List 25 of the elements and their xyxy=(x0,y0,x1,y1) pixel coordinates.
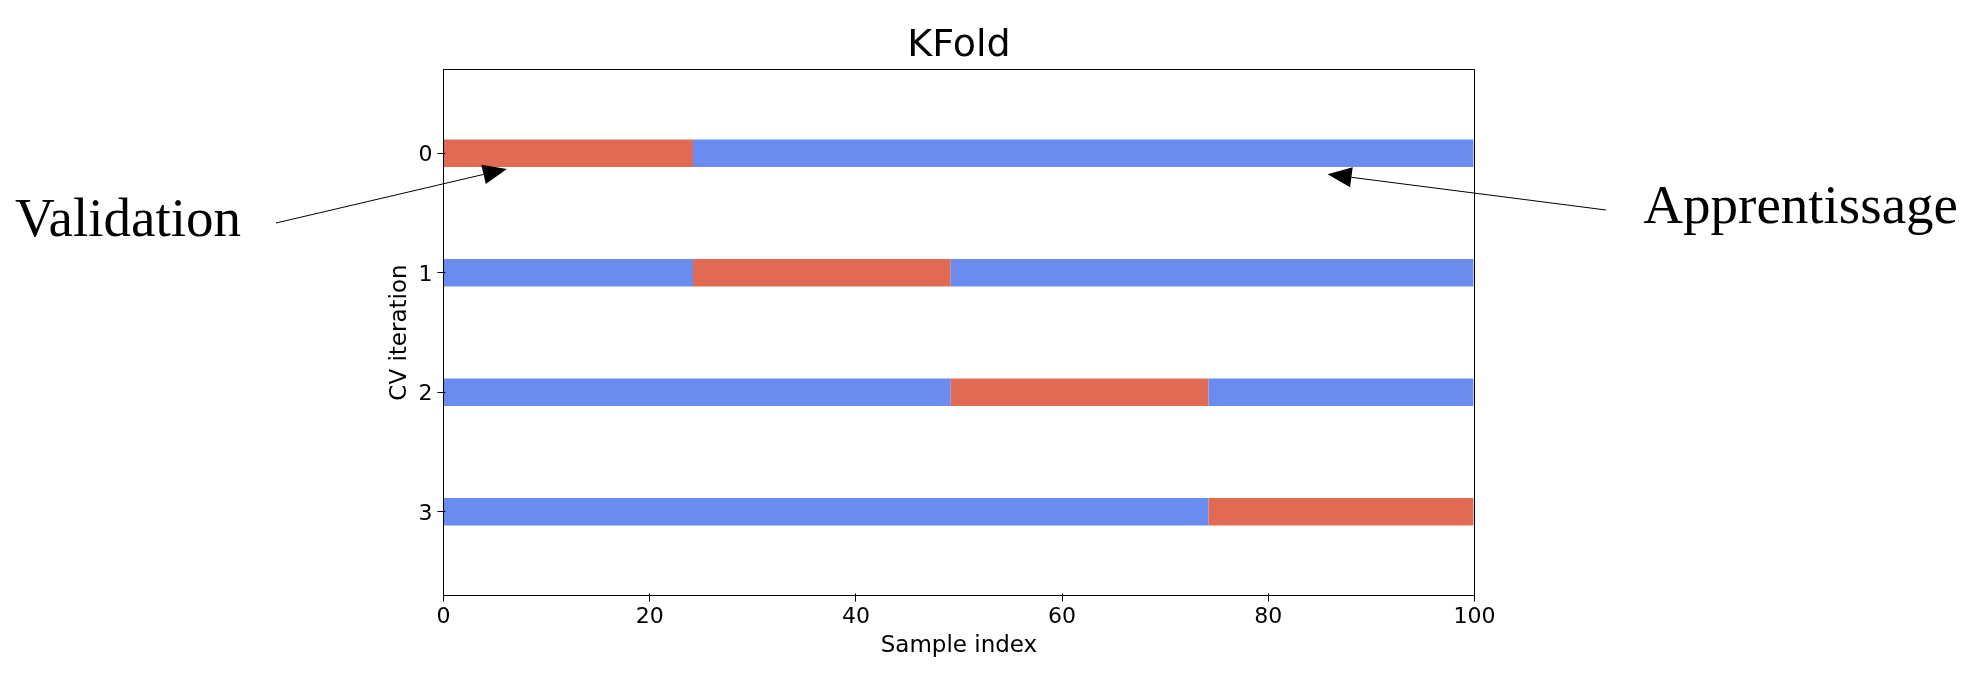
y-axis-title: CV iteration xyxy=(384,264,411,401)
bar xyxy=(693,258,951,287)
x-tick-label: 0 xyxy=(436,602,451,628)
x-tick-label: 20 xyxy=(635,602,664,628)
y-tick-label: 1 xyxy=(418,260,433,286)
bar xyxy=(443,258,693,287)
bar xyxy=(443,378,951,407)
bar xyxy=(693,139,1474,167)
x-tick-label: 40 xyxy=(841,602,870,628)
y-tick-label: 2 xyxy=(418,380,433,406)
x-tick-label: 80 xyxy=(1254,602,1283,628)
y-tick-label: 0 xyxy=(418,141,433,167)
x-tick-label: 100 xyxy=(1453,602,1496,628)
x-tick-label: 60 xyxy=(1048,602,1077,628)
y-tick-label: 3 xyxy=(418,499,433,525)
bar xyxy=(443,498,1209,526)
chart-title: KFold xyxy=(907,20,1011,65)
bar xyxy=(1208,498,1474,526)
text: Validation xyxy=(15,186,242,248)
text: Apprentissage xyxy=(1643,173,1958,235)
bar xyxy=(1208,378,1474,407)
bar xyxy=(950,258,1474,287)
bar xyxy=(443,139,693,167)
bar xyxy=(950,378,1209,407)
x-axis-title: Sample index xyxy=(880,630,1038,657)
